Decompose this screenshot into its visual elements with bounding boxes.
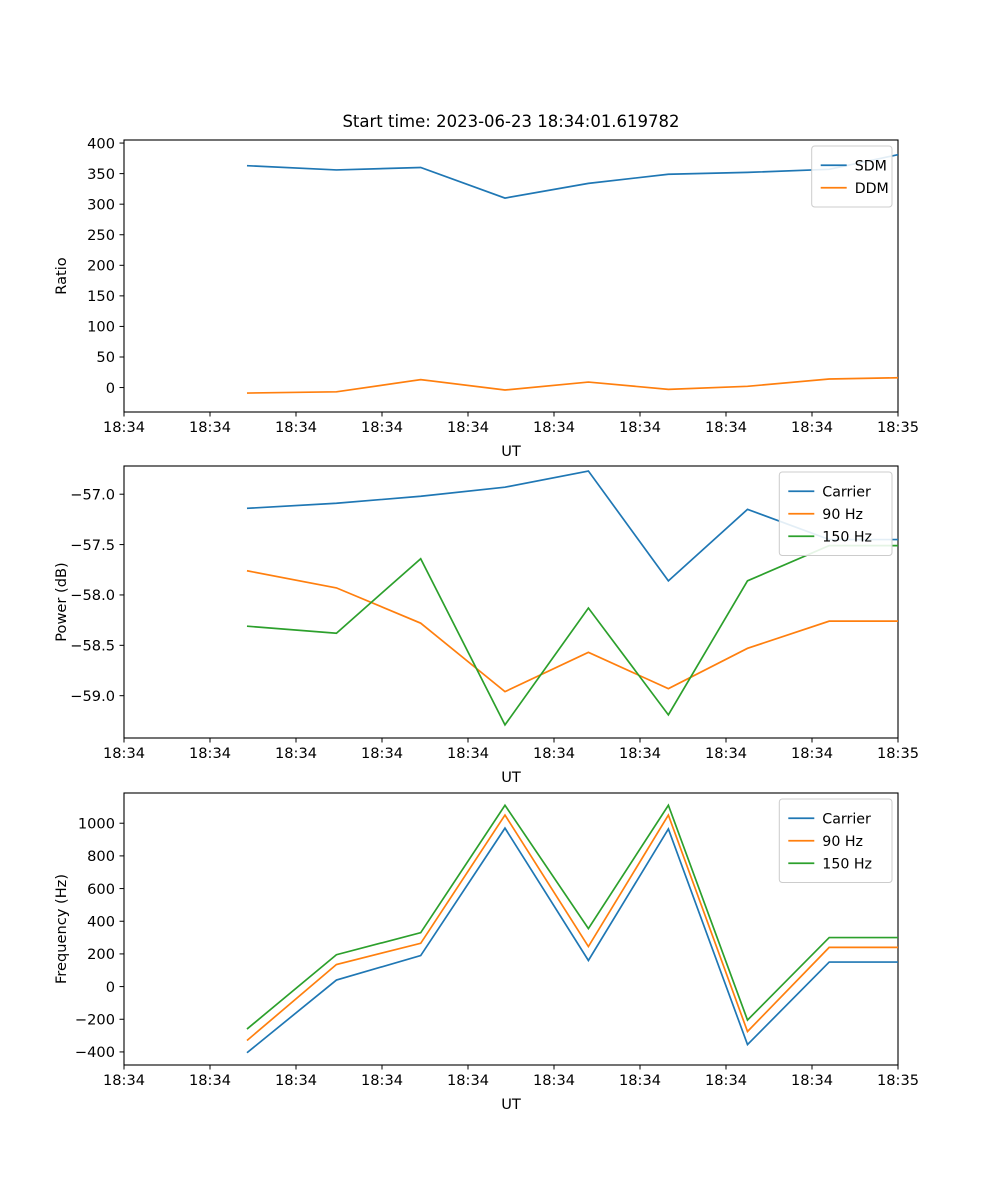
x-tick-label: 18:34: [619, 419, 661, 436]
legend-label-90-hz: 90 Hz: [822, 834, 863, 850]
x-tick-label: 18:34: [275, 419, 317, 436]
legend: Carrier 90 Hz 150 Hz: [778, 471, 893, 556]
y-tick-label: −58.0: [70, 587, 115, 604]
y-tick-label: 400: [87, 135, 115, 152]
y-tick-label: −58.5: [70, 638, 115, 655]
ratio-panel: 18:34 18:34 18:34 18:34 18:34 18:34 18:34 18:34…: [53, 135, 919, 460]
x-tick-label: 18:34: [103, 1072, 145, 1089]
series-line-sdm: [246, 153, 898, 199]
y-axis-label: Ratio: [53, 257, 70, 295]
x-axis-label: UT: [501, 1096, 521, 1113]
legend-background: [778, 798, 893, 883]
legend-background: [778, 471, 893, 556]
x-tick-label: 18:34: [533, 745, 575, 762]
data-lines: [246, 153, 898, 394]
legend-label-150-hz: 150 Hz: [822, 856, 872, 872]
x-tick-label: 18:34: [705, 745, 747, 762]
y-tick-label: 100: [87, 319, 115, 336]
x-tick-label: 18:34: [791, 419, 833, 436]
figure-title: Start time: 2023-06-23 18:34:01.619782: [342, 112, 679, 131]
x-tick-label: 18:34: [791, 1072, 833, 1089]
y-tick-label: −200: [75, 1011, 115, 1028]
legend: SDM DDM: [811, 145, 893, 208]
legend-label-sdm: SDM: [855, 158, 887, 174]
x-tick-label: 18:34: [189, 745, 231, 762]
y-tick-label: 200: [87, 258, 115, 275]
y-tick-label: 300: [87, 196, 115, 213]
series-line-150-hz: [246, 803, 898, 1030]
y-tick-label: −57.5: [70, 537, 115, 554]
x-tick-label: 18:34: [705, 419, 747, 436]
axes-frame: [123, 792, 899, 1066]
x-tick-label: 18:34: [791, 745, 833, 762]
x-tick-label: 18:34: [533, 419, 575, 436]
legend-label-carrier: Carrier: [822, 484, 871, 500]
power-panel: 18:34 18:34 18:34 18:34 18:34 18:34 18:34 18:34…: [53, 465, 919, 786]
x-tick-label: 18:34: [447, 1072, 489, 1089]
axes-frame: [123, 139, 899, 413]
x-axis-label: UT: [501, 443, 521, 460]
y-tick-label: −57.0: [70, 486, 115, 503]
axes-frame: [123, 465, 899, 739]
x-tick-label: 18:34: [275, 745, 317, 762]
y-tick-label: 50: [96, 349, 115, 366]
series-line-carrier: [246, 826, 898, 1054]
series-line-150-hz: [246, 544, 898, 727]
y-tick-label: 0: [106, 380, 115, 397]
series-line-ddm: [246, 376, 898, 394]
legend-label-ddm: DDM: [855, 181, 889, 197]
x-axis-label: UT: [501, 769, 521, 786]
x-tick-label: 18:34: [189, 1072, 231, 1089]
legend-label-150-hz: 150 Hz: [822, 529, 872, 545]
x-tick-label: 18:35: [877, 1072, 919, 1089]
x-tick-label: 18:34: [103, 419, 145, 436]
x-tick-label: 18:34: [361, 745, 403, 762]
y-axis-label: Frequency (Hz): [53, 874, 70, 984]
legend-background: [811, 145, 893, 208]
x-tick-label: 18:34: [619, 1072, 661, 1089]
x-tick-label: 18:34: [447, 745, 489, 762]
legend-label-carrier: Carrier: [822, 811, 871, 827]
y-tick-label: 200: [87, 946, 115, 963]
y-axis-label: Power (dB): [53, 562, 70, 641]
y-tick-label: 150: [87, 288, 115, 305]
y-tick-label: 0: [106, 979, 115, 996]
x-tick-label: 18:34: [619, 745, 661, 762]
x-tick-label: 18:34: [447, 419, 489, 436]
series-line-90-hz: [246, 813, 898, 1042]
x-tick-label: 18:34: [103, 745, 145, 762]
frequency-panel: 18:34 18:34 18:34 18:34 18:34 18:34 18:34 18:34…: [53, 792, 919, 1113]
data-lines: [246, 803, 898, 1054]
x-tick-label: 18:35: [877, 745, 919, 762]
x-tick-label: 18:34: [533, 1072, 575, 1089]
y-tick-label: −59.0: [70, 688, 115, 705]
x-tick-label: 18:34: [275, 1072, 317, 1089]
y-tick-label: 1000: [78, 815, 115, 832]
series-line-90-hz: [246, 569, 898, 693]
x-tick-label: 18:34: [189, 419, 231, 436]
x-tick-label: 18:34: [361, 419, 403, 436]
legend-label-90-hz: 90 Hz: [822, 507, 863, 523]
x-tick-label: 18:34: [705, 1072, 747, 1089]
y-tick-label: 600: [87, 881, 115, 898]
y-tick-label: 350: [87, 166, 115, 183]
y-tick-label: 250: [87, 227, 115, 244]
y-tick-label: −400: [75, 1044, 115, 1061]
legend: Carrier 90 Hz 150 Hz: [778, 798, 893, 883]
x-tick-label: 18:35: [877, 419, 919, 436]
x-tick-label: 18:34: [361, 1072, 403, 1089]
y-tick-label: 400: [87, 913, 115, 930]
y-tick-label: 800: [87, 848, 115, 865]
